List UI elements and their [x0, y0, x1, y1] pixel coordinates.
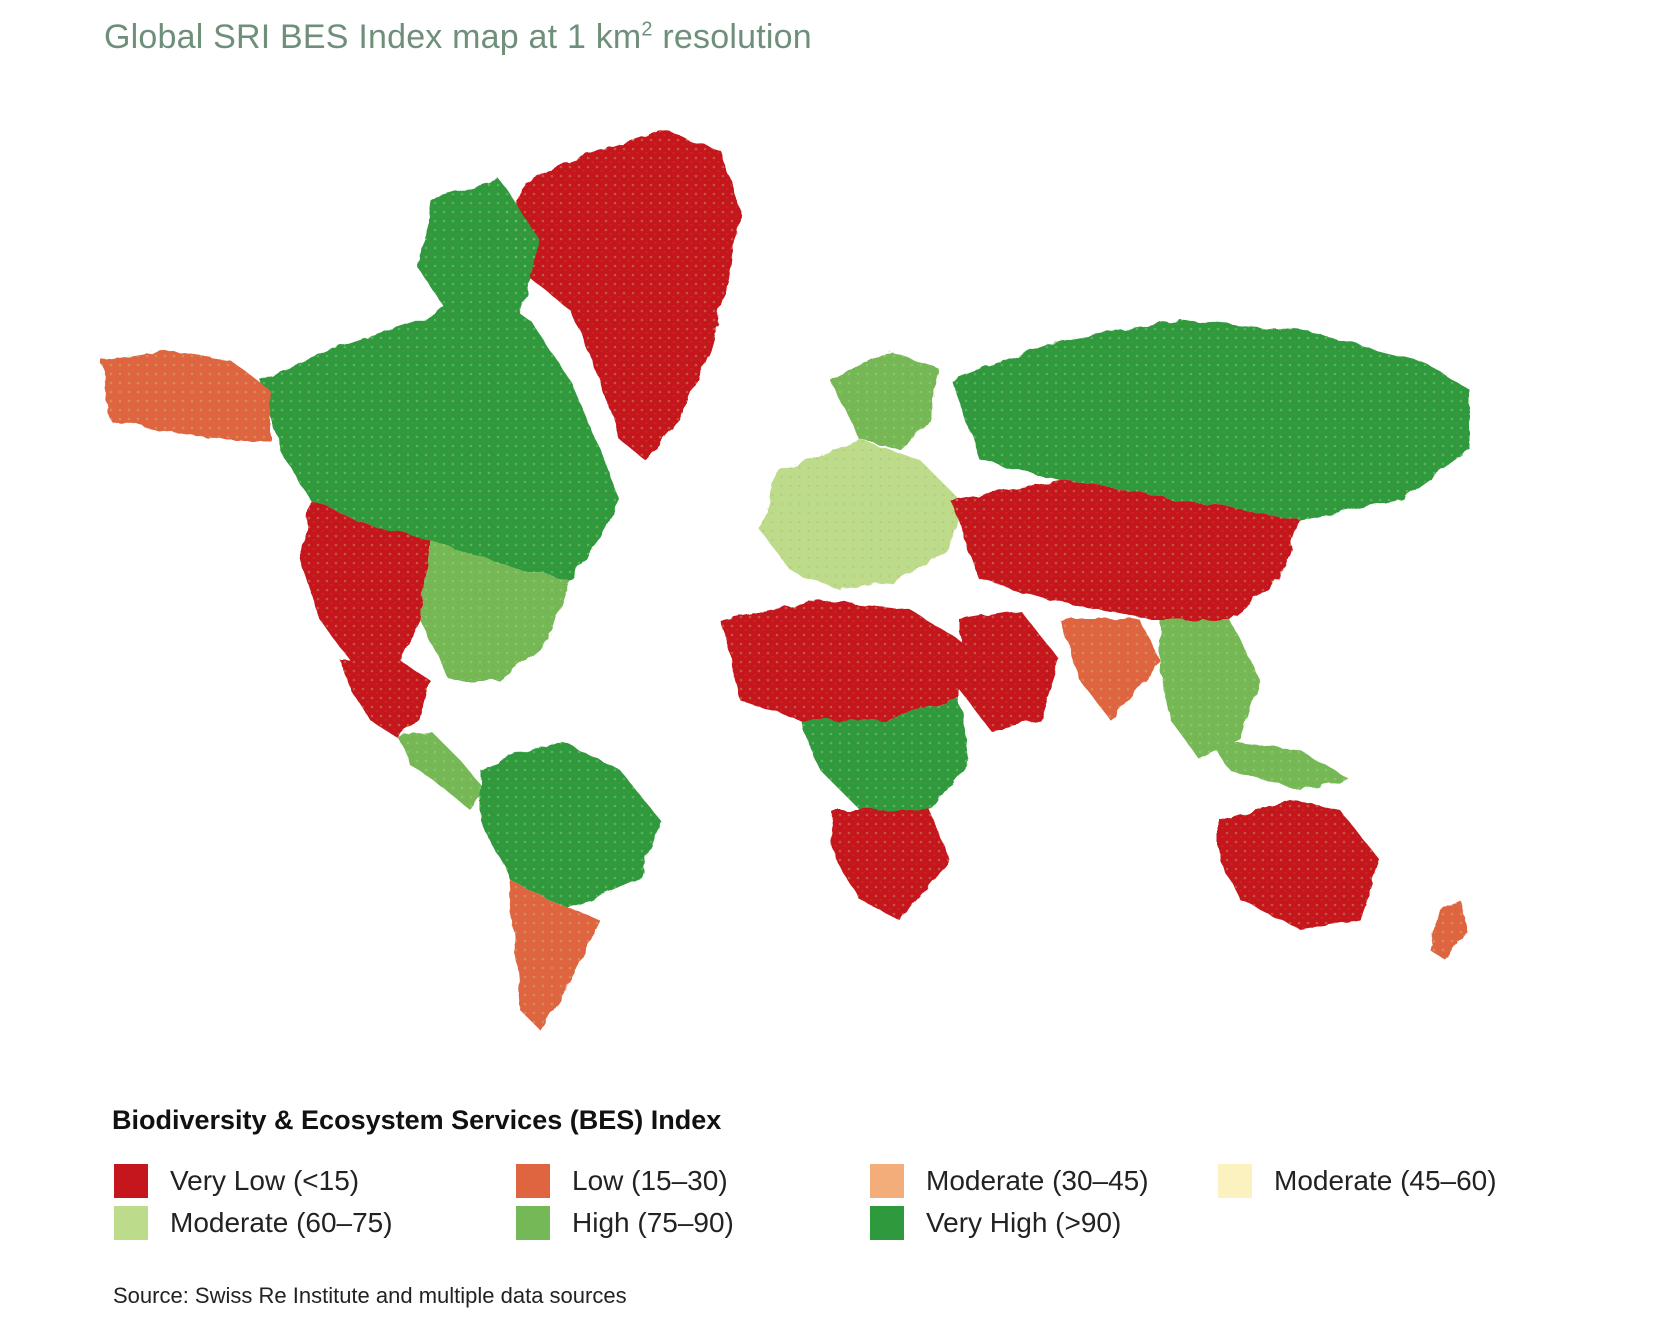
legend-label: Very Low (<15): [170, 1165, 360, 1196]
legend-swatch: [516, 1164, 550, 1198]
map-texture: [1160, 620, 1350, 790]
map-texture: [830, 810, 950, 920]
legend-swatch: [114, 1206, 148, 1240]
legend-swatch: [870, 1164, 904, 1198]
legend-label: High (75–90): [572, 1207, 734, 1238]
legend-high: High (75–90): [516, 1205, 734, 1241]
legend-moderate-60-75: Moderate (60–75): [114, 1205, 393, 1241]
map-texture: [1430, 900, 1465, 960]
legend-very-high: Very High (>90): [870, 1205, 1121, 1241]
legend-swatch: [516, 1206, 550, 1240]
map-texture: [300, 500, 430, 660]
legend-label: Moderate (30–45): [926, 1165, 1149, 1196]
legend-label: Moderate (45–60): [1274, 1165, 1497, 1196]
legend-swatch: [1218, 1164, 1252, 1198]
map-texture: [400, 730, 485, 810]
world-map: [100, 130, 1470, 1030]
legend-label: Moderate (60–75): [170, 1207, 393, 1238]
legend-label: Very High (>90): [926, 1207, 1122, 1238]
legend-moderate-30-45: Moderate (30–45): [870, 1163, 1149, 1199]
map-texture: [500, 130, 740, 460]
legend-swatch: [114, 1164, 148, 1198]
map-texture: [260, 180, 620, 580]
map-texture: [800, 700, 970, 810]
legend-low: Low (15–30): [516, 1163, 728, 1199]
legend-very-low: Very Low (<15): [114, 1163, 359, 1199]
legend-title: Biodiversity & Ecosystem Services (BES) …: [112, 1105, 722, 1135]
map-texture: [950, 480, 1300, 620]
map-texture: [100, 350, 270, 440]
map-texture: [830, 350, 940, 450]
map-texture: [340, 660, 430, 740]
map-texture: [720, 600, 960, 720]
map-texture: [960, 610, 1060, 730]
map-texture: [950, 320, 1470, 520]
map-texture: [1060, 620, 1160, 720]
map-title: Global SRI BES Index map at 1 km2 resolu…: [104, 18, 812, 56]
map-texture: [480, 740, 660, 910]
source-note: Source: Swiss Re Institute and multiple …: [113, 1283, 627, 1308]
legend-label: Low (15–30): [572, 1165, 728, 1196]
map-texture: [510, 880, 600, 1030]
legend-moderate-45-60: Moderate (45–60): [1218, 1163, 1497, 1199]
legend-swatch: [870, 1206, 904, 1240]
map-texture: [1220, 800, 1380, 930]
map-texture: [420, 540, 570, 680]
map-texture: [760, 440, 960, 590]
